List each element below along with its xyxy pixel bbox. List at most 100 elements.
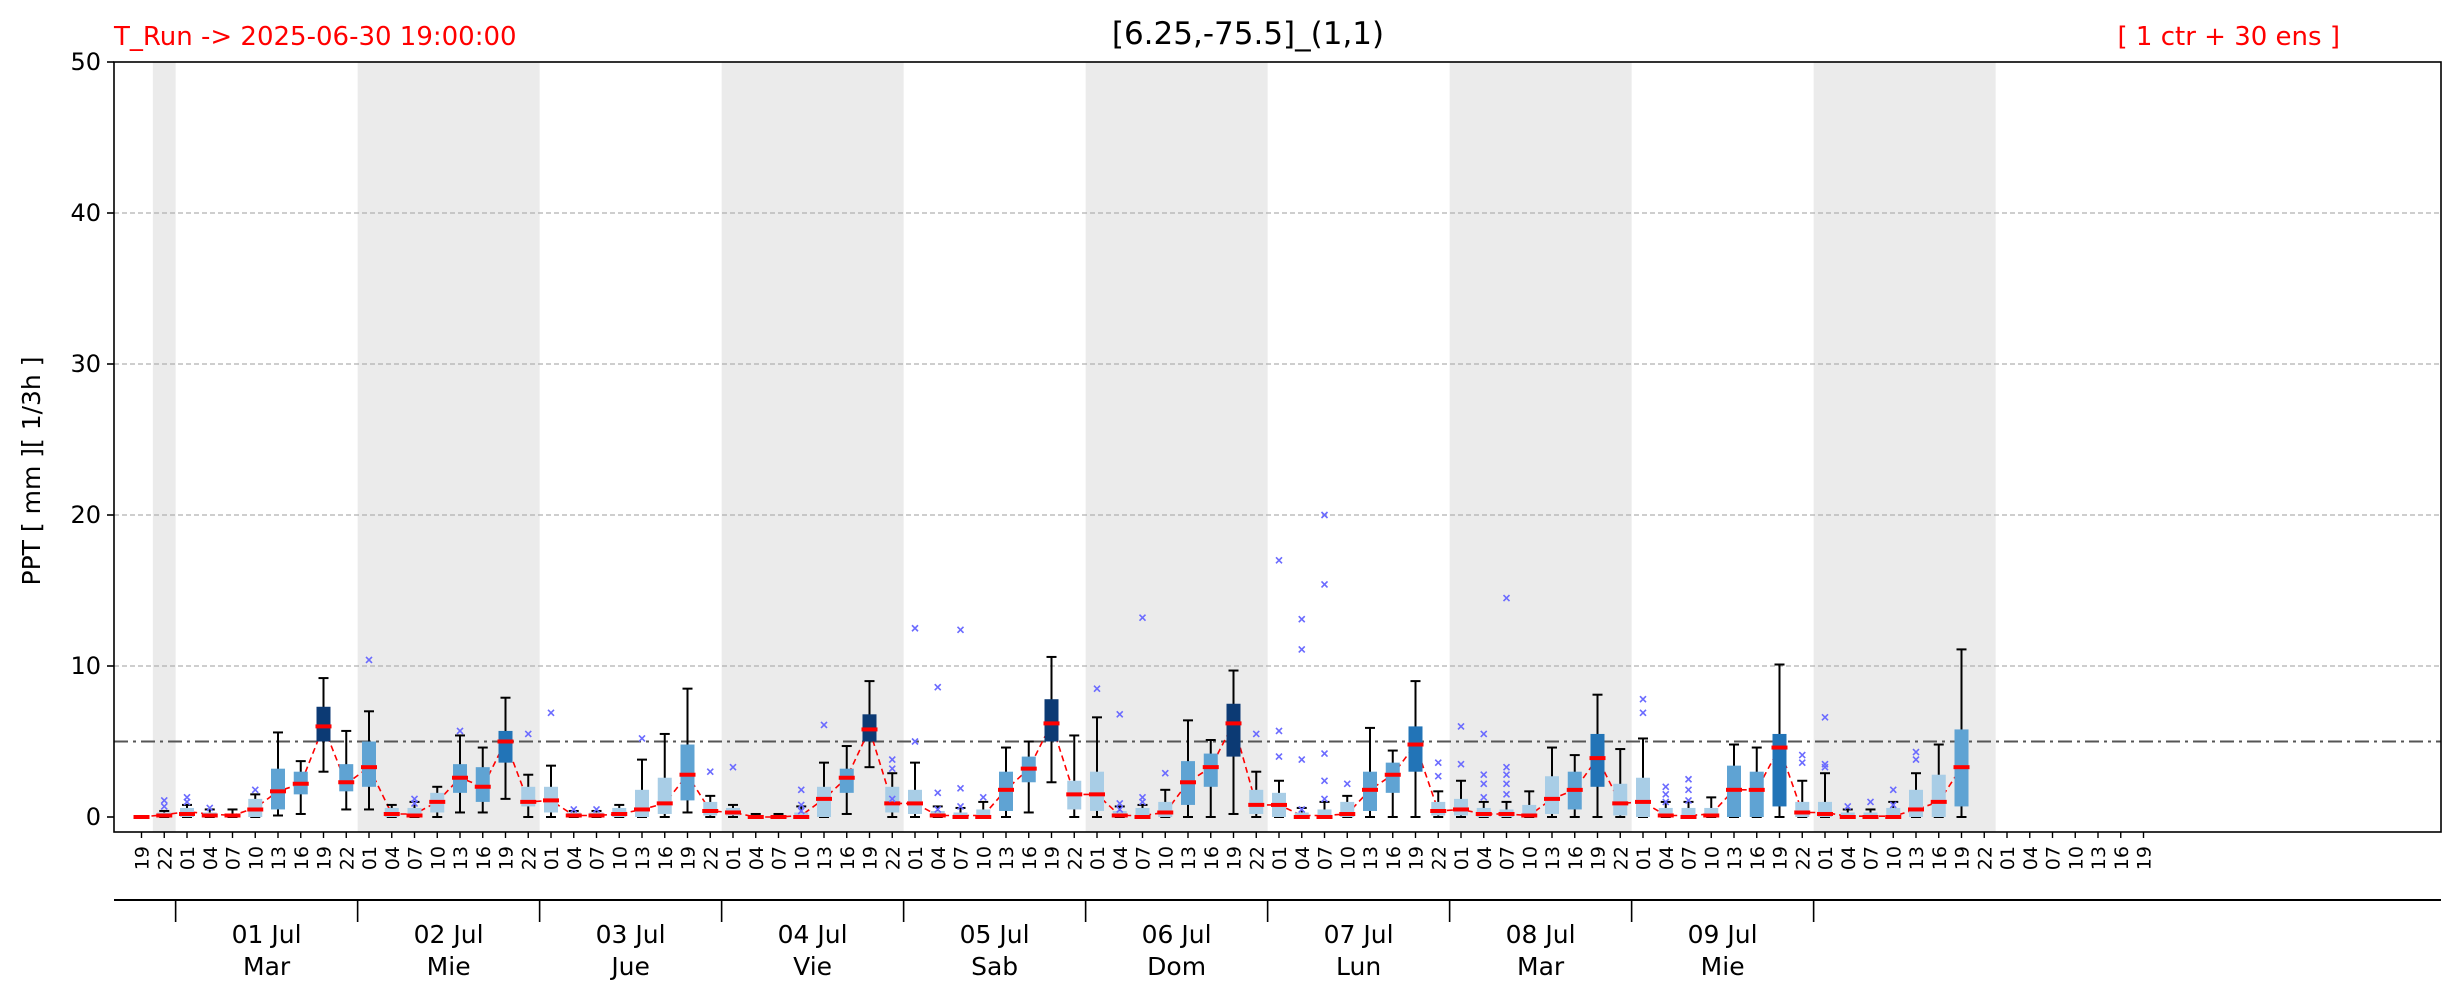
x-hour-label: 16 — [1383, 846, 1405, 870]
y-tick-label: 10 — [70, 652, 101, 680]
night-band — [1085, 62, 1268, 832]
iqr-box — [1886, 807, 1901, 817]
day-date-label: 04 Jul — [778, 920, 848, 949]
outlier-marker — [1457, 760, 1465, 768]
outlier-marker — [888, 765, 896, 773]
x-hour-label: 04 — [2020, 846, 2042, 870]
iqr-box — [1613, 783, 1628, 816]
outlier-marker — [888, 795, 896, 803]
x-hour-label: 01 — [359, 846, 381, 870]
x-hour-label: 04 — [746, 846, 768, 870]
x-hour-label: 04 — [1110, 846, 1132, 870]
x-hour-label: 22 — [882, 846, 904, 870]
iqr-box — [475, 767, 490, 802]
day-weekday-label: Lun — [1336, 952, 1381, 981]
iqr-box — [1704, 807, 1719, 817]
outlier-marker — [934, 683, 942, 691]
iqr-box — [339, 764, 354, 792]
night-band — [721, 62, 904, 832]
y-tick-label: 40 — [70, 199, 101, 227]
x-hour-label: 04 — [1838, 846, 1860, 870]
x-hour-label: 10 — [2065, 846, 2087, 870]
outlier-marker — [1502, 771, 1511, 779]
x-hour-label: 10 — [1337, 846, 1359, 870]
x-hour-label: 19 — [1224, 846, 1246, 870]
iqr-box — [1294, 812, 1309, 817]
x-hour-label: 16 — [1019, 846, 1041, 870]
x-hour-label: 07 — [951, 846, 973, 870]
x-hour-label: 22 — [1610, 846, 1632, 870]
outlier-marker — [1821, 763, 1829, 771]
x-hour-label: 07 — [1133, 846, 1155, 870]
outlier-marker — [797, 786, 805, 794]
outlier-marker — [365, 656, 373, 664]
x-hour-label: 13 — [814, 846, 836, 870]
outlier-marker — [1502, 594, 1511, 602]
iqr-box — [635, 789, 649, 817]
day-weekday-label: Mar — [243, 952, 291, 981]
outlier-marker — [456, 727, 464, 735]
outlier-marker — [524, 730, 532, 738]
ensemble-mean-line — [141, 721, 1963, 818]
iqr-box — [1408, 726, 1423, 772]
iqr-box — [657, 777, 672, 814]
iqr-box — [1203, 753, 1218, 787]
night-bands-layer — [152, 62, 1996, 832]
outlier-marker — [1866, 798, 1875, 806]
night-band — [1813, 62, 1996, 832]
outlier-marker — [1684, 786, 1693, 794]
night-band — [357, 62, 540, 832]
outlier-marker — [1320, 795, 1329, 803]
iqr-box — [953, 812, 968, 817]
x-hour-label: 07 — [1315, 846, 1337, 870]
x-hour-label: 04 — [928, 846, 950, 870]
x-hour-label: 10 — [609, 846, 631, 870]
iqr-box — [1431, 801, 1446, 816]
day-date-label: 03 Jul — [596, 920, 666, 949]
day-date-label: 09 Jul — [1688, 920, 1758, 949]
iqr-box — [1658, 807, 1673, 817]
iqr-box — [1795, 801, 1810, 817]
x-hour-label: 04 — [382, 846, 404, 870]
outlier-marker — [160, 796, 168, 804]
outlier-marker — [1320, 750, 1329, 758]
outlier-marker — [1480, 730, 1488, 738]
iqr-box — [1863, 812, 1878, 817]
iqr-box — [1090, 771, 1104, 811]
iqr-box — [817, 786, 831, 817]
y-axis-label: PPT [ mm ][ 1/3h ] — [17, 357, 46, 586]
x-hour-label: 19 — [314, 846, 336, 870]
y-tick-label: 50 — [70, 48, 101, 76]
outlier-marker — [183, 793, 191, 801]
outlier-marker — [1252, 730, 1260, 738]
day-weekday-label: Mie — [427, 952, 471, 981]
outlier-marker — [638, 734, 646, 743]
x-hour-label: 01 — [541, 846, 563, 870]
outlier-marker — [1298, 615, 1306, 623]
x-hour-label: 22 — [336, 846, 358, 870]
outlier-marker — [1116, 710, 1124, 718]
x-hour-label: 10 — [791, 846, 813, 870]
x-hour-label: 13 — [1542, 846, 1564, 870]
iqr-box — [1909, 789, 1923, 817]
boxes-layer — [133, 511, 1970, 819]
outlier-marker — [410, 795, 419, 803]
x-hour-label: 19 — [860, 846, 882, 870]
x-hour-label: 13 — [1360, 846, 1382, 870]
iqr-box — [1158, 801, 1173, 817]
run-label: T_Run -> 2025-06-30 19:00:00 — [113, 22, 517, 52]
chart-title: [6.25,-75.5]_(1,1) — [1112, 16, 1384, 52]
x-hour-label: 07 — [769, 846, 791, 870]
x-hour-label: 01 — [1815, 846, 1837, 870]
x-hour-label: 19 — [1770, 846, 1792, 870]
day-date-label: 05 Jul — [960, 920, 1030, 949]
y-tick-label: 0 — [86, 803, 101, 831]
iqr-box — [1681, 807, 1696, 817]
mean-line-layer — [141, 721, 1963, 818]
iqr-box — [794, 812, 809, 817]
day-weekday-label: Mar — [1517, 952, 1565, 981]
x-hour-label: 01 — [723, 846, 745, 870]
outlier-marker — [160, 802, 168, 810]
iqr-box — [362, 741, 376, 787]
